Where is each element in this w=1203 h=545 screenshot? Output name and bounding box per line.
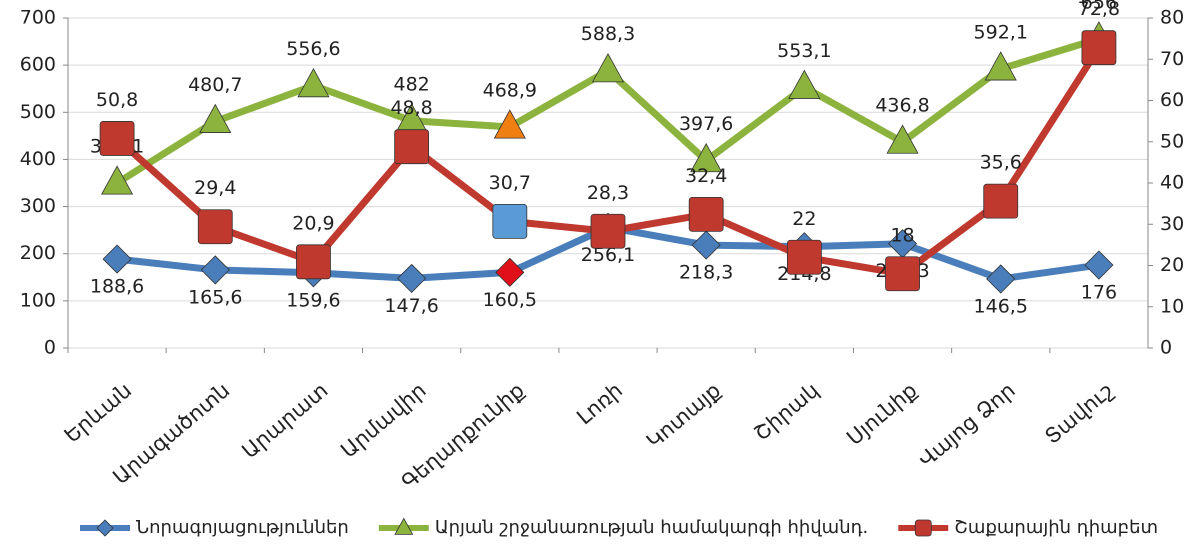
marker <box>788 69 821 99</box>
value-label: 468,9 <box>483 79 537 101</box>
marker <box>102 244 132 274</box>
value-label: 480,7 <box>188 74 242 96</box>
x-tick-label: Լոռի <box>572 378 627 429</box>
marker <box>986 264 1016 294</box>
marker <box>200 255 230 285</box>
y-tick-label: 700 <box>20 7 56 29</box>
value-label: 160,5 <box>483 289 537 311</box>
legend-label: Նորագոյացություններ <box>136 517 349 538</box>
y-tick-label: 300 <box>20 195 56 217</box>
marker <box>688 196 724 232</box>
x-tick-label: Սյունիք <box>842 378 921 450</box>
y2-tick-label: 10 <box>1160 295 1184 317</box>
y2-tick-label: 30 <box>1160 213 1184 235</box>
marker <box>297 67 330 98</box>
value-label: 553,1 <box>777 40 831 62</box>
marker <box>984 51 1017 81</box>
value-label: 165,6 <box>188 286 242 308</box>
value-label: 436,8 <box>875 95 929 117</box>
marker <box>397 263 427 293</box>
value-label: 72,8 <box>1078 0 1120 20</box>
x-tick-label: Վայոց Ձոր <box>914 378 1020 472</box>
marker <box>96 519 114 537</box>
value-label: 18 <box>890 224 914 246</box>
marker <box>886 124 919 154</box>
marker <box>590 213 626 249</box>
marker <box>690 142 723 173</box>
marker <box>591 53 625 83</box>
value-label: 28,3 <box>587 182 629 204</box>
marker <box>1084 250 1114 280</box>
y2-tick-label: 50 <box>1160 130 1184 152</box>
y-tick-label: 200 <box>20 242 56 264</box>
x-tick-label: Երևան <box>60 378 136 447</box>
marker <box>983 183 1019 219</box>
y2-tick-label: 40 <box>1160 172 1184 194</box>
value-label: 482 <box>394 73 430 95</box>
marker <box>99 121 135 156</box>
value-label: 256,1 <box>581 244 635 266</box>
value-label: 22 <box>792 208 816 230</box>
y-tick-label: 600 <box>20 54 56 76</box>
marker <box>394 517 414 535</box>
value-label: 32,4 <box>685 165 727 187</box>
legend-label: Արյան շրջանառության համակարգի հիվանդ. <box>435 517 868 538</box>
y-tick-label: 400 <box>20 148 56 170</box>
y2-tick-label: 60 <box>1160 89 1184 111</box>
value-label: 20,9 <box>292 212 334 234</box>
value-label: 35,6 <box>980 152 1022 174</box>
value-label: 50,8 <box>96 89 138 111</box>
y2-tick-label: 70 <box>1160 48 1184 70</box>
marker <box>394 129 430 165</box>
value-label: 48,8 <box>390 97 432 119</box>
x-tick-label: Տավուշ <box>1040 378 1118 449</box>
value-label: 29,4 <box>194 177 236 199</box>
marker <box>492 203 528 239</box>
value-label: 146,5 <box>974 295 1028 317</box>
x-tick-label: Շիրակ <box>750 378 824 445</box>
x-tick-label: Կոտայք <box>642 378 725 453</box>
value-label: 588,3 <box>581 23 635 45</box>
value-label: 218,3 <box>679 262 733 284</box>
legend-label: Շաքարային դիաբետ <box>954 517 1158 538</box>
value-label: 176 <box>1081 282 1117 304</box>
marker <box>691 230 721 260</box>
y-tick-label: 0 <box>44 337 56 359</box>
marker <box>495 257 525 287</box>
marker <box>885 256 920 292</box>
value-label: 147,6 <box>384 295 438 317</box>
marker <box>296 244 331 280</box>
marker <box>914 519 932 537</box>
marker <box>493 109 526 139</box>
value-label: 592,1 <box>974 21 1028 43</box>
y-tick-label: 100 <box>20 289 56 311</box>
value-label: 30,7 <box>489 172 531 194</box>
value-label: 656 <box>1081 0 1117 13</box>
marker <box>197 209 233 245</box>
marker <box>199 103 232 133</box>
marker <box>101 165 134 195</box>
x-tick-label: Արարատ <box>237 378 332 463</box>
y2-tick-label: 0 <box>1160 337 1172 359</box>
value-label: 188,6 <box>90 276 144 298</box>
value-label: 159,6 <box>286 289 340 311</box>
y2-tick-label: 20 <box>1160 254 1184 276</box>
value-label: 397,6 <box>679 113 733 135</box>
y2-tick-label: 80 <box>1160 7 1184 29</box>
marker <box>786 239 822 275</box>
y-tick-label: 500 <box>20 101 56 123</box>
marker <box>1081 30 1117 66</box>
x-tick-label: Արմավիր <box>336 378 430 463</box>
value-label: 556,6 <box>286 38 340 60</box>
